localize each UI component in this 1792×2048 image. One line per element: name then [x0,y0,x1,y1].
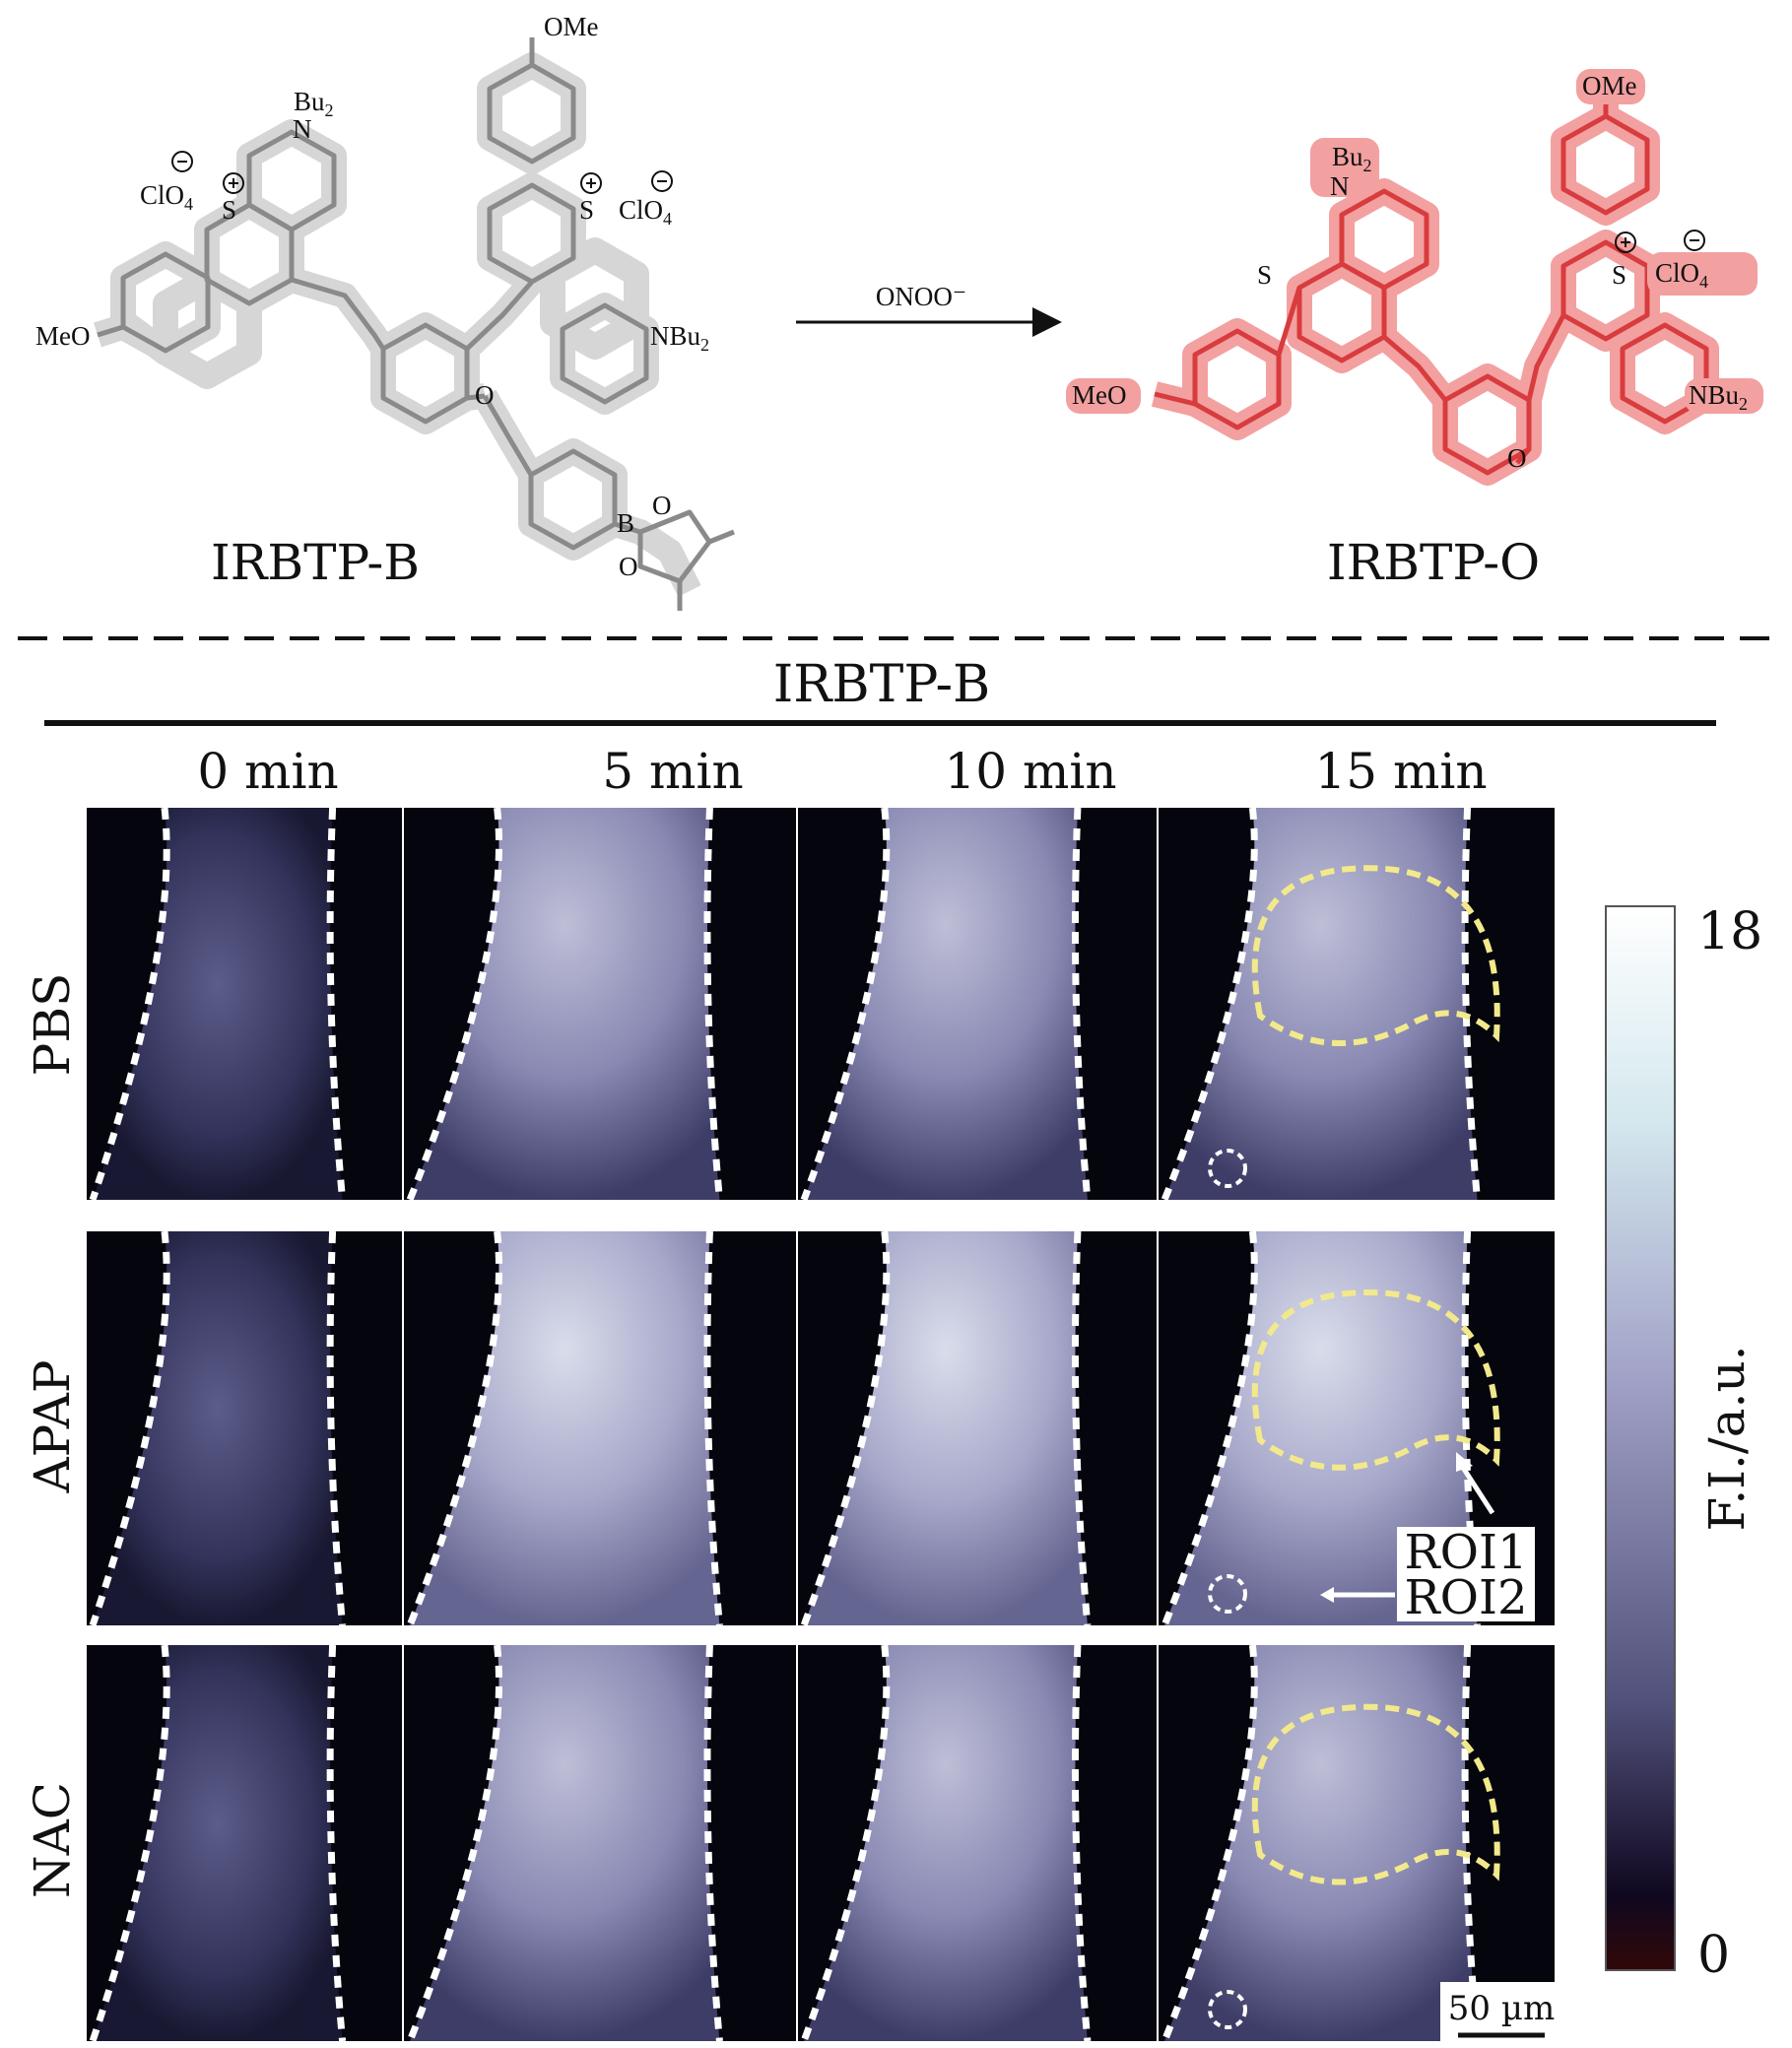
product-meo-label: MeO [1072,380,1127,410]
image-nac-5min [404,1644,796,2043]
image-apap-5min [404,1230,796,1627]
reactant-structure [94,37,735,611]
product-s-right-label: S [1612,260,1626,290]
row-label-nac: NAC [24,1782,81,1898]
roi1-label: ROI1 [1405,1525,1528,1580]
n-label: N [293,114,312,144]
product-s-left-label: S [1257,260,1272,290]
s-left-label: S [222,195,236,225]
col-header-15min: 15 min [1314,743,1487,800]
image-nac-10min [798,1644,1157,2043]
scale-bar-label: 50 µm [1448,1989,1555,2028]
colorbar-min: 0 [1697,1926,1730,1985]
col-header-10min: 10 min [944,743,1116,800]
panel-title: IRBTP-B [773,655,991,714]
scale-bar: 50 µm [1440,1982,1564,2041]
image-pbs-5min [404,807,796,1202]
image-nac-0min [87,1644,402,2043]
col-header-0min: 0 min [197,743,338,800]
boron-o1-label: O [652,491,672,520]
product-nbu2-label: NBu2 [1689,380,1748,414]
reactant-labels: Bu2 N ClO4 S OMe S ClO4 MeO NBu2 O B O O [35,12,709,581]
clo4-left-label: ClO4 [140,180,193,214]
clo4-right-label: ClO4 [619,195,672,229]
product-clo4-label: ClO4 [1655,258,1708,292]
nbu2-label: NBu2 [650,321,709,355]
colorbar: 18 0 F.I./a.u. [1605,902,1762,1985]
reactant-charges [171,151,673,194]
image-pbs-0min [87,807,402,1202]
product-ome-label: OMe [1582,71,1637,100]
bu2-label: Bu2 [294,87,334,120]
product-structure [1066,69,1763,486]
boron-label: B [617,508,634,538]
image-pbs-15min [1159,807,1555,1202]
row-label-pbs: PBS [24,973,81,1077]
product-o-label: O [1507,443,1527,473]
ome-top-label: OMe [544,12,599,41]
product-bu2-label: Bu2 [1332,142,1372,175]
image-grid [87,807,1555,2043]
product-charges [1615,230,1705,253]
reactant-name: IRBTP-B [211,534,420,591]
roi2-label: ROI2 [1405,1570,1528,1625]
ether-o-label: O [475,380,495,410]
image-pbs-10min [798,807,1157,1202]
image-apap-10min [798,1230,1157,1627]
col-header-5min: 5 min [602,743,743,800]
colorbar-max: 18 [1697,902,1762,961]
image-apap-0min [87,1230,402,1627]
boron-o2-label: O [619,552,638,581]
product-n-label: N [1330,171,1350,201]
row-label-apap: APAP [24,1360,81,1494]
colorbar-label: F.I./a.u. [1698,1345,1756,1531]
reagent-label: ONOO⁻ [876,282,966,311]
product-name: IRBTP-O [1327,534,1540,591]
roi-annotations: ROI1 ROI2 [1320,1452,1535,1625]
image-nac-15min [1159,1644,1555,2043]
product-labels: OMe Bu2 N S S ClO4 MeO NBu2 O [1072,71,1748,473]
meo-label: MeO [35,321,91,351]
s-right-label: S [579,195,594,225]
